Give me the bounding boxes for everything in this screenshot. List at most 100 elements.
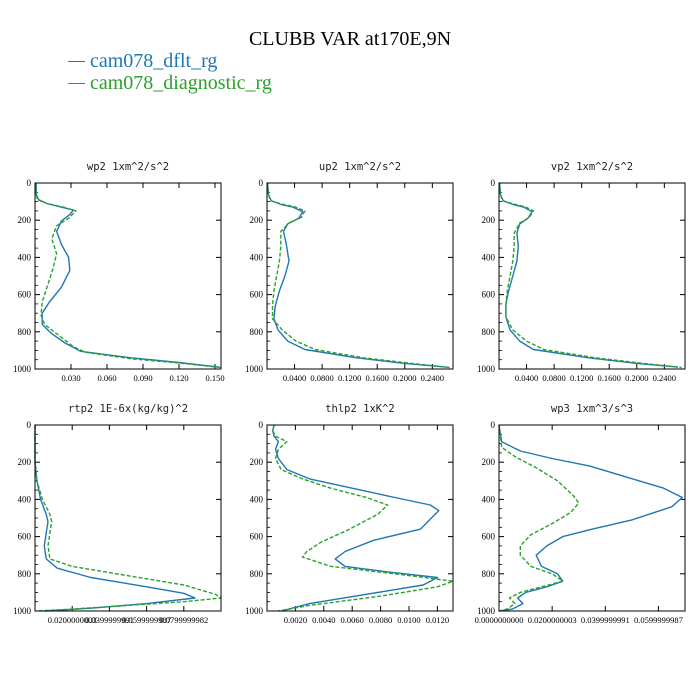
chart-title-5: wp3 1xm^3/s^3 [551, 403, 633, 415]
y-tick-label: 200 [482, 215, 496, 225]
chart-panel-1: up2 1xm^2/s^2 0 200 400 600 800 1000 0.0400 0.08… [245, 161, 454, 383]
y-tick-label: 400 [482, 252, 496, 262]
y-tick-label: 1000 [477, 606, 496, 616]
chart-panel-0: wp2 1xm^2/s^2 0 200 400 600 800 1000 0.030 0.060… [13, 161, 225, 383]
chart-panel-5: wp3 1xm^3/s^3 0 200 400 600 800 10000.00000000… [475, 403, 686, 625]
series-line-diagnostic [498, 424, 580, 612]
x-tick-label: 0.1200 [570, 373, 593, 383]
series-line-diagnostic [35, 183, 222, 369]
x-tick-label: 0.0040 [312, 615, 335, 625]
x-tick-label: 0.060 [97, 373, 116, 383]
plot-frame [34, 424, 222, 612]
x-tick-label: 0.0599999987 [634, 615, 683, 625]
y-tick-label: 400 [18, 494, 32, 504]
y-tick-label: 0 [259, 420, 264, 430]
y-tick-label: 600 [18, 290, 32, 300]
x-tick-label: 0.0400 [515, 373, 538, 383]
x-tick-label: 0.0399999991 [85, 615, 134, 625]
x-tick-label: 0.0000000000 [475, 615, 524, 625]
x-tick-label: 0.0799999982 [159, 615, 208, 625]
x-tick-label: 0.120 [169, 373, 188, 383]
y-tick-label: 1000 [245, 606, 264, 616]
x-tick-label: 0.0200000003 [528, 615, 577, 625]
series-line-dflt [498, 424, 683, 612]
y-tick-label: 600 [250, 290, 264, 300]
legend-item-diagnostic: cam078_diagnostic_rg [68, 72, 272, 95]
x-tick-label: 0.2400 [421, 373, 444, 383]
x-tick-label: 0.1600 [598, 373, 621, 383]
chart-panel-3: rtp2 1E-6x(kg/kg)^2 0 200 400 600 800 1000 0.02… [13, 403, 222, 625]
x-tick-label: 0.0100 [397, 615, 420, 625]
y-tick-label: 0 [491, 420, 496, 430]
y-tick-label: 400 [250, 494, 264, 504]
chart-title-0: wp2 1xm^2/s^2 [87, 161, 169, 173]
x-tick-label: 0.0599999987 [122, 615, 171, 625]
plot-frame [266, 182, 454, 370]
y-tick-label: 200 [482, 457, 496, 467]
y-tick-label: 800 [250, 569, 264, 579]
legend-item-dflt: cam078_dflt_rg [68, 50, 217, 73]
x-tick-label: 0.2400 [653, 373, 676, 383]
legend-swatch-dflt [68, 60, 85, 62]
x-tick-label: 0.030 [61, 373, 80, 383]
chart-title-3: rtp2 1E-6x(kg/kg)^2 [68, 403, 188, 415]
y-tick-label: 800 [18, 327, 32, 337]
x-tick-label: 0.0399999991 [581, 615, 630, 625]
y-tick-label: 600 [18, 532, 32, 542]
x-tick-label: 0.0800 [542, 373, 565, 383]
page-title: CLUBB VAR at170E,9N [248, 28, 452, 50]
series-line-diagnostic [499, 182, 682, 369]
x-tick-label: 0.090 [133, 373, 152, 383]
y-tick-label: 0 [27, 178, 32, 188]
chart-title-2: vp2 1xm^2/s^2 [551, 161, 633, 173]
x-tick-label: 0.0080 [369, 615, 392, 625]
series-line-dflt [499, 182, 679, 368]
y-tick-label: 800 [18, 569, 32, 579]
x-tick-label: 0.2000 [625, 373, 648, 383]
series-line-diagnostic [267, 182, 450, 369]
legend-label-diagnostic: cam078_diagnostic_rg [90, 72, 272, 94]
y-tick-label: 800 [482, 569, 496, 579]
y-tick-label: 0 [491, 178, 496, 188]
y-tick-label: 1000 [477, 364, 496, 374]
x-tick-label: 0.0200000003 [48, 615, 97, 625]
y-tick-label: 600 [482, 290, 496, 300]
legend-label-dflt: cam078_dflt_rg [90, 50, 218, 72]
y-tick-label: 200 [250, 457, 264, 467]
y-tick-label: 1000 [245, 364, 264, 374]
x-tick-label: 0.2000 [393, 373, 416, 383]
x-tick-label: 0.0020 [284, 615, 307, 625]
x-tick-label: 0.0120 [426, 615, 449, 625]
plot-frame [498, 182, 686, 370]
y-tick-label: 0 [27, 420, 32, 430]
y-tick-label: 1000 [13, 364, 32, 374]
y-tick-label: 200 [18, 215, 32, 225]
y-tick-label: 400 [482, 494, 496, 504]
chart-panel-4: thlp2 1xK^2 0 200 400 600 800 1000 0.0020 0.0040… [245, 403, 454, 625]
x-tick-label: 0.1600 [366, 373, 389, 383]
y-tick-label: 0 [259, 178, 264, 188]
y-tick-label: 800 [250, 327, 264, 337]
y-tick-label: 600 [482, 532, 496, 542]
x-tick-label: 0.1200 [338, 373, 361, 383]
series-line-diagnostic [272, 424, 454, 612]
plot-frame [34, 182, 222, 370]
x-tick-label: 0.0060 [341, 615, 364, 625]
x-tick-label: 0.0800 [310, 373, 333, 383]
y-tick-label: 200 [18, 457, 32, 467]
y-tick-label: 400 [250, 252, 264, 262]
series-line-dflt [34, 425, 196, 612]
y-tick-label: 400 [18, 252, 32, 262]
y-tick-label: 800 [482, 327, 496, 337]
x-tick-label: 0.150 [205, 373, 224, 383]
plot-frame [266, 424, 454, 612]
series-line-dflt [35, 183, 219, 368]
y-tick-label: 200 [250, 215, 264, 225]
plot-frame [498, 424, 686, 612]
y-tick-label: 1000 [13, 606, 32, 616]
chart-panel-2: vp2 1xm^2/s^2 0 200 400 600 800 1000 0.0400 0.08… [477, 161, 686, 383]
chart-title-1: up2 1xm^2/s^2 [319, 161, 401, 173]
x-tick-label: 0.0400 [283, 373, 306, 383]
y-tick-label: 600 [250, 532, 264, 542]
